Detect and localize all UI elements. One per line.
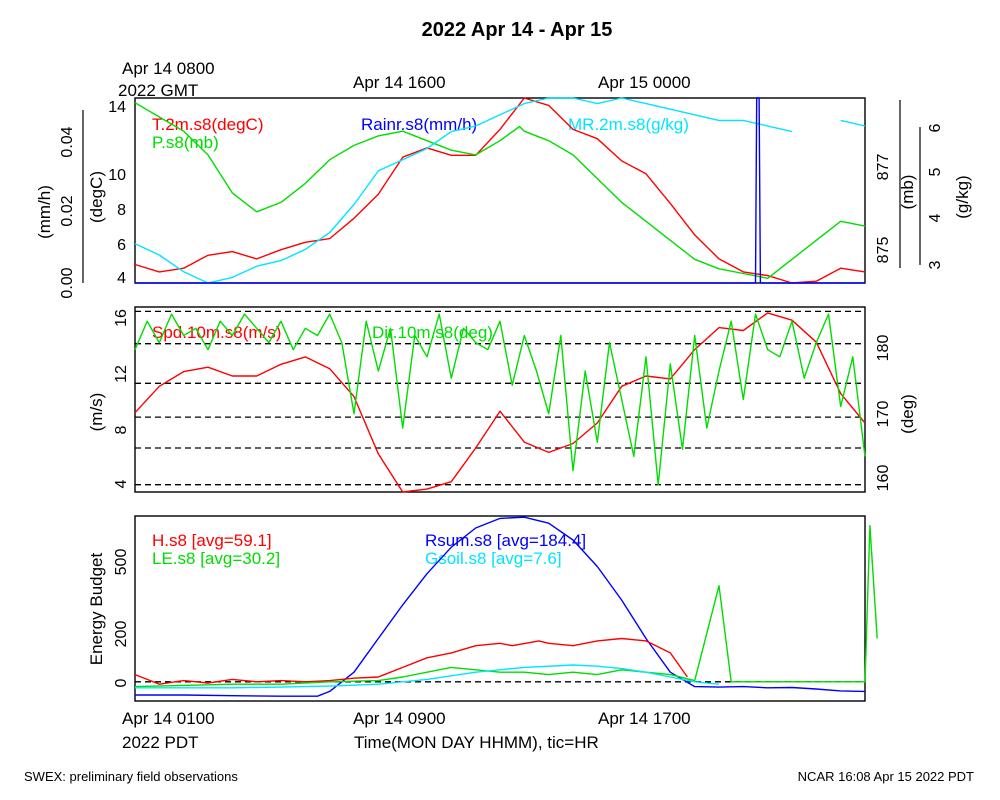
chart-title: 2022 Apr 14 - Apr 15 — [422, 19, 613, 41]
rain-tick-2: 0.04 — [59, 126, 76, 157]
panel-3-series — [134, 516, 878, 697]
speed-gridlines — [135, 310, 865, 486]
legend-net-radiation: Rsum.s8 [avg=184.4] — [425, 531, 586, 550]
dir-axis-label: (deg) — [898, 394, 917, 434]
panel-1-series — [134, 97, 866, 284]
pdt-time-label-line2: 2022 PDT — [122, 733, 199, 752]
series-le-line — [134, 524, 878, 688]
dir-tick-160: 160 — [875, 465, 892, 492]
series-h-line — [134, 637, 688, 685]
rain-tick-1: 0.02 — [59, 195, 76, 226]
pres-tick-877: 877 — [875, 154, 892, 181]
panel-2-frame — [134, 306, 866, 493]
panel-2-series — [134, 312, 866, 493]
footer-timestamp: NCAR 16:08 Apr 15 2022 PDT — [798, 769, 974, 784]
temp-tick-10: 10 — [108, 167, 126, 184]
dir-tick-180: 180 — [875, 335, 892, 362]
legend-pressure: P.s8(mb) — [152, 133, 219, 152]
dir-tick-170: 170 — [875, 401, 892, 428]
speed-axis-label: (m/s) — [87, 393, 106, 432]
temp-axis-label: (degC) — [87, 171, 106, 223]
speed-tick-8: 8 — [113, 425, 130, 434]
pdt-time-label-line1: Apr 14 0100 — [122, 709, 215, 728]
panel-3-frame — [134, 515, 866, 702]
energy-tick-0: 0 — [113, 678, 130, 687]
speed-tick-4: 4 — [113, 479, 130, 488]
gmt-time-label-mid2: Apr 15 0000 — [598, 73, 691, 92]
x-axis-label: Time(MON DAY HHMM), tic=HR — [354, 733, 599, 752]
pres-axis-label: (mb) — [898, 175, 917, 210]
temp-tick-8: 8 — [117, 202, 126, 219]
mr-tick-6: 6 — [927, 123, 944, 132]
rain-axis-label: (mm/h) — [35, 185, 54, 239]
mr-tick-4: 4 — [927, 213, 944, 222]
gmt-time-label-line1: Apr 14 0800 — [122, 59, 215, 78]
series-rsum-line — [135, 516, 866, 697]
temp-tick-14: 14 — [108, 99, 126, 116]
legend-sensible-heat: H.s8 [avg=59.1] — [152, 531, 272, 550]
series-t-line — [134, 97, 866, 284]
speed-tick-16: 16 — [113, 309, 130, 327]
legend-latent-heat: LE.s8 [avg=30.2] — [152, 549, 280, 568]
gmt-time-label-line2: 2022 GMT — [118, 81, 198, 100]
pdt-time-label-mid1: Apr 14 0900 — [353, 709, 446, 728]
legend-speed: Spd.10m.s8(m/s) — [152, 323, 281, 342]
mr-tick-5: 5 — [927, 167, 944, 176]
energy-tick-500: 500 — [113, 549, 130, 576]
energy-tick-200: 200 — [113, 621, 130, 648]
series-rainr-line — [135, 97, 865, 284]
series-gsoil-line — [135, 664, 720, 689]
speed-tick-12: 12 — [113, 365, 130, 383]
mr-tick-3: 3 — [927, 260, 944, 269]
footer-source: SWEX: preliminary field observations — [24, 769, 238, 784]
series-mr-line — [134, 97, 866, 284]
pdt-time-label-mid2: Apr 14 1700 — [598, 709, 691, 728]
legend-rain: Rainr.s8(mm/h) — [361, 115, 477, 134]
legend-temp: T.2m.s8(degC) — [152, 115, 263, 134]
pres-tick-875: 875 — [875, 237, 892, 264]
temp-tick-6: 6 — [117, 237, 126, 254]
legend-mixing-ratio: MR.2m.s8(g/kg) — [568, 115, 689, 134]
temp-tick-4: 4 — [117, 270, 126, 287]
series-p-line — [134, 102, 866, 279]
legend-direction: Dir.10m.s8(deg) — [372, 323, 493, 342]
series-dir-line — [134, 313, 866, 486]
gmt-time-label-mid1: Apr 14 1600 — [353, 73, 446, 92]
energy-axis-label: Energy Budget — [87, 552, 106, 665]
legend-soil-heat: Gsoil.s8 [avg=7.6] — [425, 549, 562, 568]
rain-tick-0: 0.00 — [59, 267, 76, 298]
mr-axis-label: (g/kg) — [953, 175, 972, 218]
series-spd-line — [134, 312, 866, 493]
